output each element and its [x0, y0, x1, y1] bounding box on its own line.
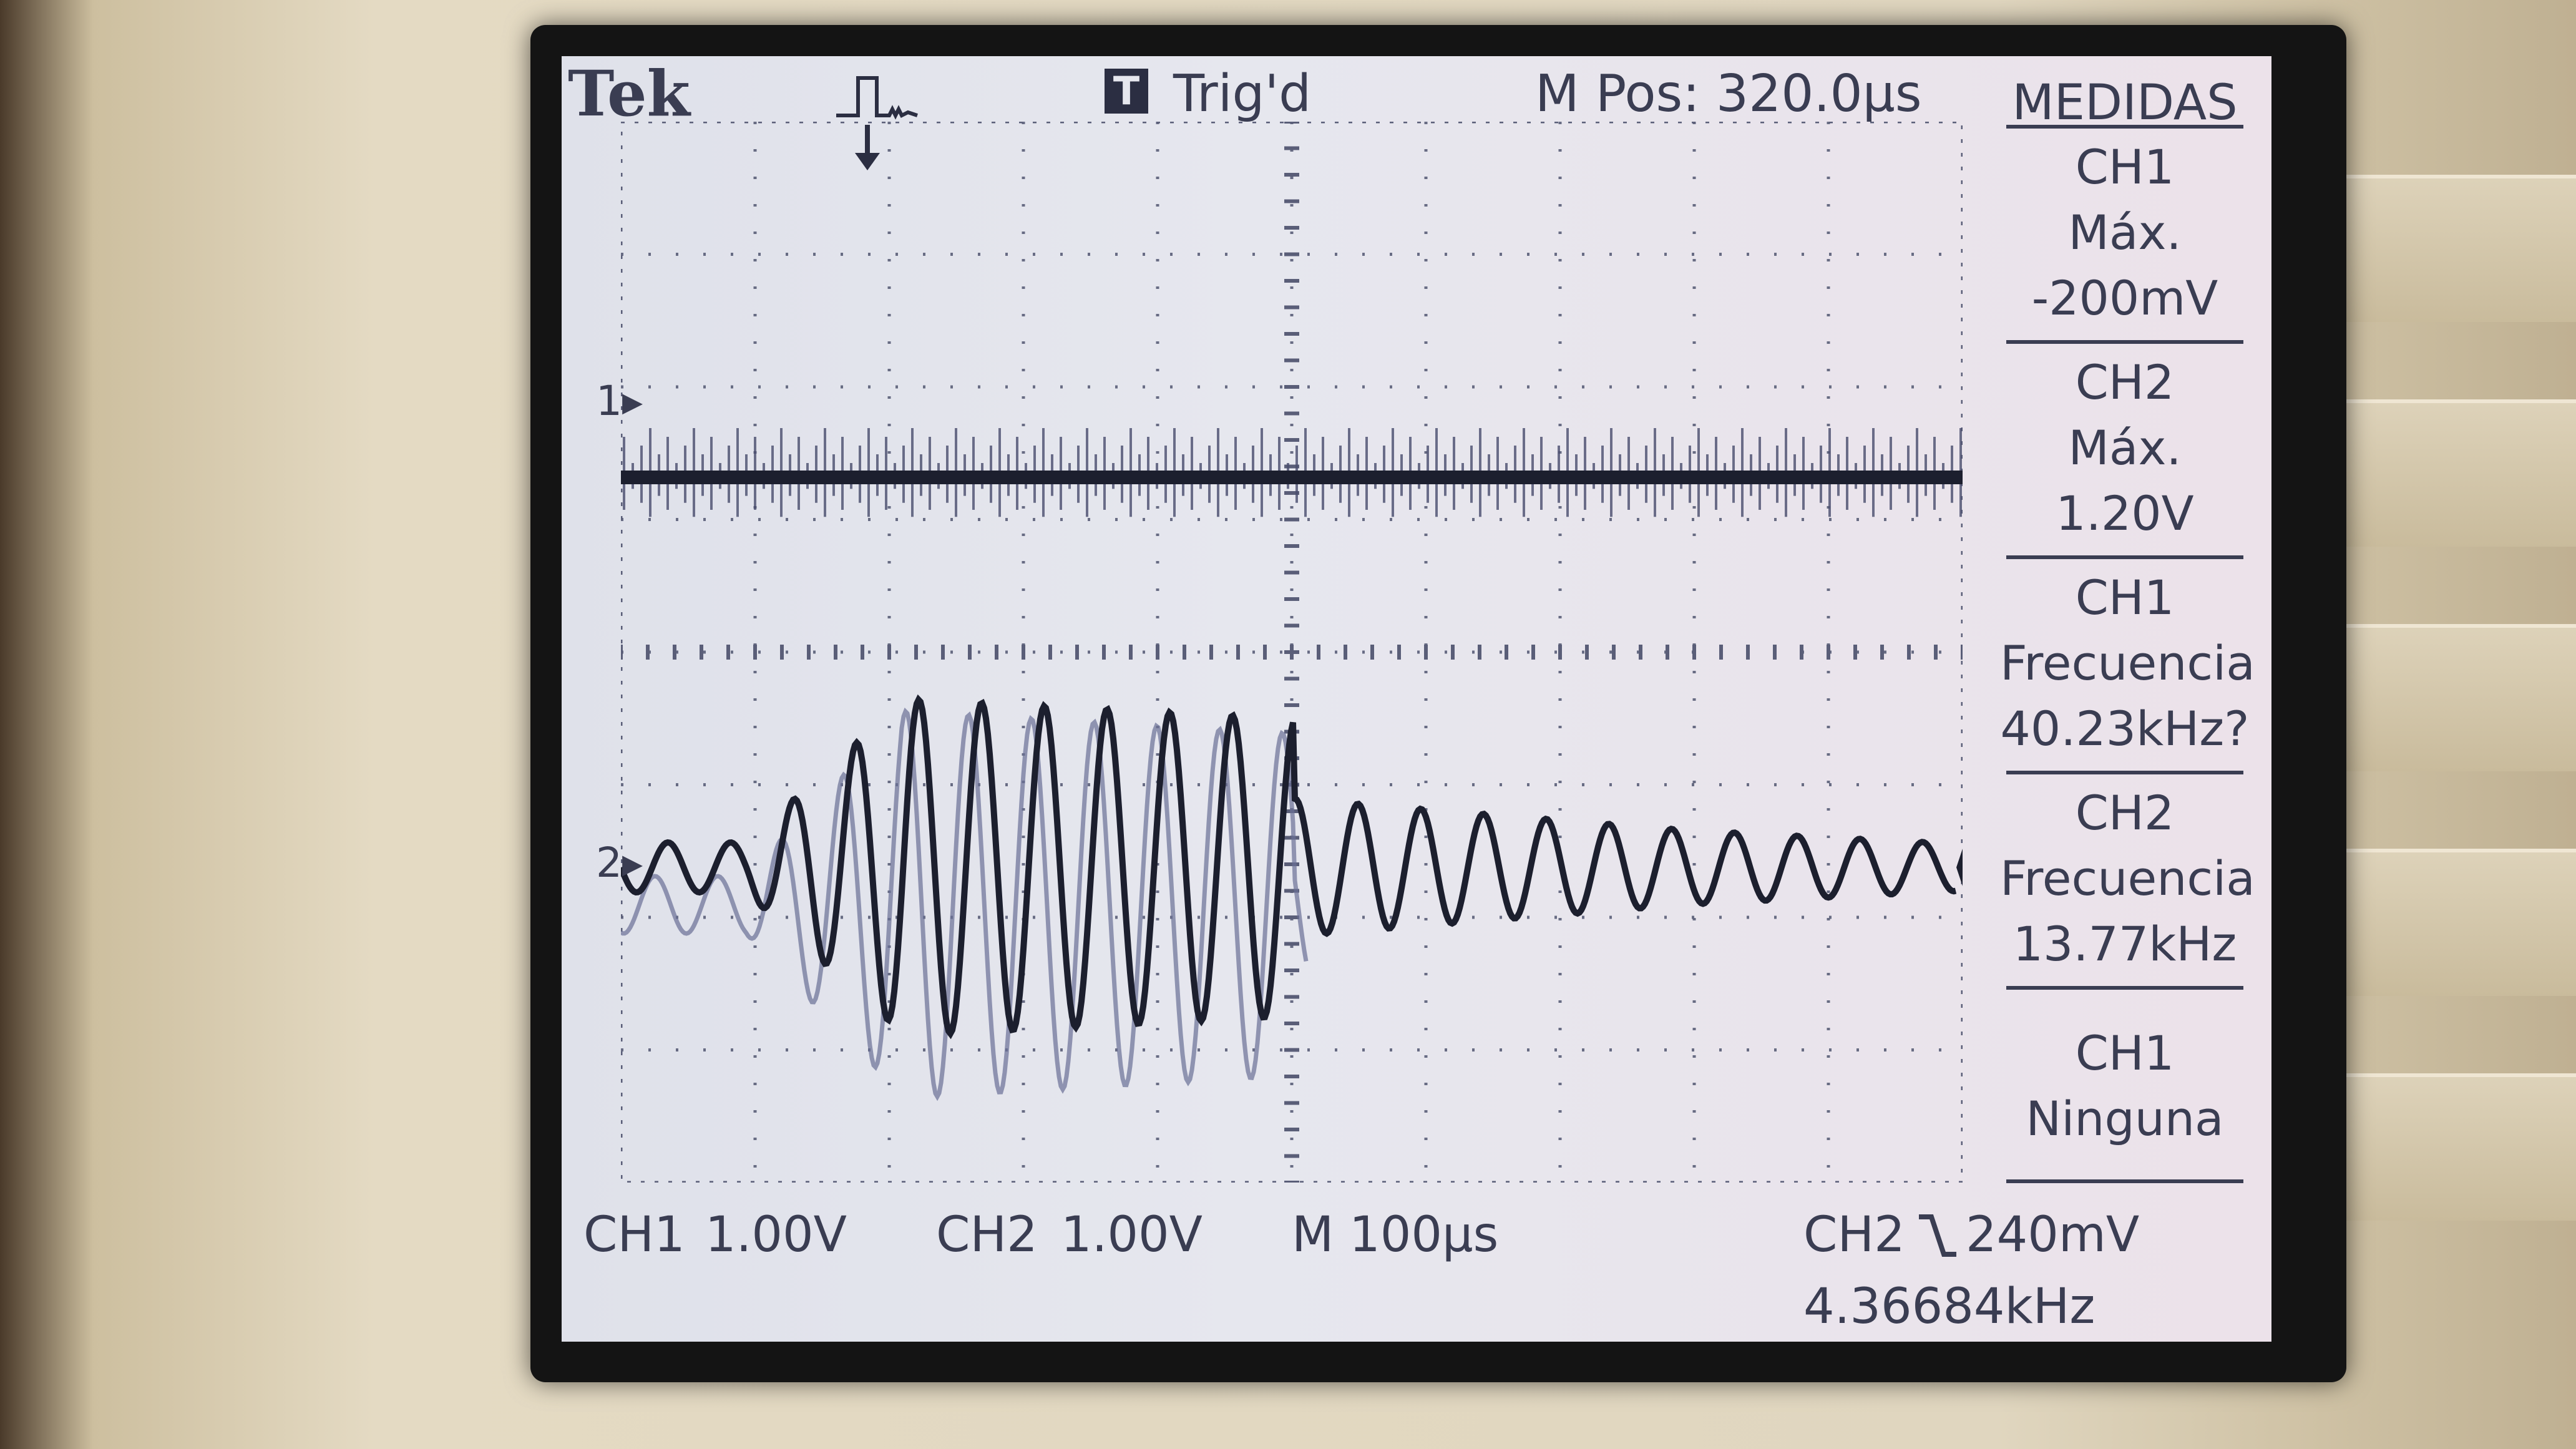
panel-divider [2006, 555, 2243, 559]
trigger-position-icon [836, 76, 918, 170]
trigger-level-marker [1956, 849, 1963, 886]
measurements-panel[interactable]: MEDIDAS CH1 Máx. -200mV CH2 Máx. 1.20V C… [2000, 56, 2255, 1342]
meas-1-source[interactable]: CH1 [2075, 139, 2175, 195]
meas-4-type: Frecuencia [2000, 851, 2255, 906]
side-button-ridge[interactable] [2346, 624, 2576, 771]
side-button-ridge[interactable] [2346, 175, 2576, 322]
ch2-persistence-trace [621, 707, 1309, 1101]
trigger-source: CH2 [1803, 1207, 1905, 1263]
meas-4-value: 13.77kHz [2012, 916, 2237, 972]
side-button-ridge[interactable] [2346, 399, 2576, 547]
meas-2-source[interactable]: CH2 [2075, 354, 2175, 410]
panel-divider [2006, 986, 2243, 990]
trigger-level: 240mV [1966, 1207, 2140, 1263]
trigger-status: Trig'd [1173, 64, 1312, 124]
meas-5-source[interactable]: CH1 [2075, 1025, 2175, 1081]
panel-divider [2006, 771, 2243, 774]
meas-3-source[interactable]: CH1 [2075, 570, 2175, 625]
ch2-scale-label: CH2 [936, 1207, 1038, 1263]
falling-edge-icon [1919, 1214, 1956, 1257]
meas-3-value: 40.23kHz? [2000, 701, 2250, 756]
ch2-ground-marker: 2▸ [596, 839, 643, 887]
measurements-title: MEDIDAS [2012, 75, 2238, 131]
trigger-frequency: 4.36684kHz [1803, 1279, 2095, 1335]
waveform-graticule [621, 122, 1963, 1183]
brand-logo: Tek [568, 57, 690, 130]
panel-divider [2006, 125, 2243, 129]
meas-5-type: Ninguna [2026, 1091, 2224, 1146]
meas-2-type: Máx. [2068, 420, 2182, 476]
meas-1-type: Máx. [2068, 205, 2182, 260]
trigger-status-icon: T [1105, 69, 1148, 114]
meas-2-value: 1.20V [2056, 485, 2194, 541]
ch1-scale-label: CH1 [583, 1207, 685, 1263]
ch2-waveform [621, 694, 1957, 1040]
meas-4-source[interactable]: CH2 [2075, 785, 2175, 841]
ch1-scale-value: 1.00V [705, 1207, 847, 1263]
ch2-scale-value: 1.00V [1061, 1207, 1203, 1263]
panel-divider [2006, 340, 2243, 344]
side-button-ridge[interactable] [2346, 1073, 2576, 1221]
meas-3-type: Frecuencia [2000, 635, 2255, 691]
ch1-ground-marker: 1▸ [596, 377, 643, 425]
main-position-readout: M Pos: 320.0µs [1535, 64, 1922, 124]
side-button-ridge[interactable] [2346, 849, 2576, 996]
timebase-readout: M 100µs [1292, 1207, 1499, 1263]
oscilloscope-screen: Tek T Trig'd M Pos: 320.0µs 1▸ 2▸ MEDIDA… [562, 56, 2271, 1342]
meas-1-value: -200mV [2031, 270, 2218, 326]
panel-divider [2006, 1179, 2243, 1183]
